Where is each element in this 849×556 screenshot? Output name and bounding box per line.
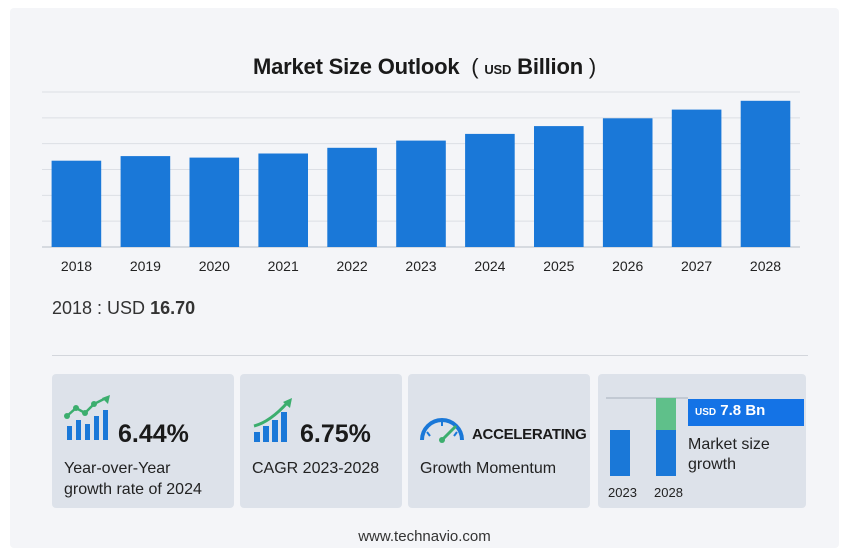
growth-year-end: 2028	[654, 485, 683, 500]
growth-badge-value: 7.8 Bn	[720, 402, 766, 419]
mini-bar-2028-base	[656, 430, 676, 476]
x-tick-label: 2019	[130, 258, 161, 274]
unit-prefix: USD	[484, 62, 512, 77]
chart-title: Market Size Outlook ( USD Billion )	[252, 54, 597, 79]
cagr-card: 6.75% CAGR 2023-2028	[240, 374, 402, 508]
yoy-label-line1: Year-over-Year	[64, 460, 171, 477]
yoy-value: 6.44%	[118, 420, 189, 448]
bar-2025	[534, 126, 584, 247]
momentum-value: ACCELERATING	[472, 426, 587, 443]
x-tick-label: 2025	[543, 258, 574, 274]
x-tick-label: 2026	[612, 258, 643, 274]
growth-label-line1: Market size	[688, 436, 770, 453]
x-tick-label: 2022	[337, 258, 368, 274]
momentum-label: Growth Momentum	[420, 460, 557, 477]
growth-bars-icon	[64, 395, 110, 440]
x-tick-label: 2027	[681, 258, 712, 274]
mini-bar-2028-increment	[656, 398, 676, 430]
bar-2019	[120, 156, 171, 247]
x-tick-label: 2018	[61, 258, 92, 274]
growth-card: 2023 2028 USD 7.8 Bn Market size growth	[598, 374, 806, 508]
bar-2021	[258, 153, 308, 247]
x-tick-label: 2028	[750, 258, 781, 274]
bar-2018	[51, 160, 102, 247]
bar-2020	[189, 157, 240, 247]
yoy-card: 6.44% Year-over-Year growth rate of 2024	[52, 374, 234, 508]
growth-badge: USD 7.8 Bn	[688, 399, 804, 426]
x-tick-label: 2020	[199, 258, 230, 274]
mini-bar-2023	[610, 430, 630, 476]
growth-mini-chart	[606, 397, 688, 476]
bar-2026	[602, 118, 653, 247]
x-tick-label: 2024	[474, 258, 505, 274]
momentum-card: ACCELERATING Growth Momentum	[408, 374, 590, 508]
x-tick-label: 2023	[405, 258, 436, 274]
growth-year-start: 2023	[608, 485, 637, 500]
unit-label: Billion	[517, 54, 583, 79]
cagr-value: 6.75%	[300, 420, 371, 448]
bar-2028	[740, 100, 791, 247]
bar-2027	[671, 109, 722, 247]
x-tick-label: 2021	[268, 258, 299, 274]
bar-2023	[396, 140, 446, 247]
speedometer-icon	[420, 418, 464, 443]
rising-bars-icon	[253, 398, 292, 442]
infographic-panel: Market Size Outlook ( USD Billion ) 2018…	[10, 8, 839, 548]
base-value: 16.70	[150, 298, 196, 318]
source-url: www.technavio.com	[358, 528, 491, 545]
bar-2024	[465, 133, 515, 247]
yoy-label-line2: growth rate of 2024	[64, 481, 202, 498]
divider	[52, 355, 808, 356]
cagr-label: CAGR 2023-2028	[252, 460, 380, 477]
base-year-value: 2018 : USD 16.70	[52, 298, 196, 318]
growth-label-line2: growth	[688, 456, 737, 473]
bar-2022	[327, 147, 377, 247]
bar-chart: 2018 2019 2020 2021 2022 2023 2024 2025 2026 2027…	[42, 91, 800, 274]
